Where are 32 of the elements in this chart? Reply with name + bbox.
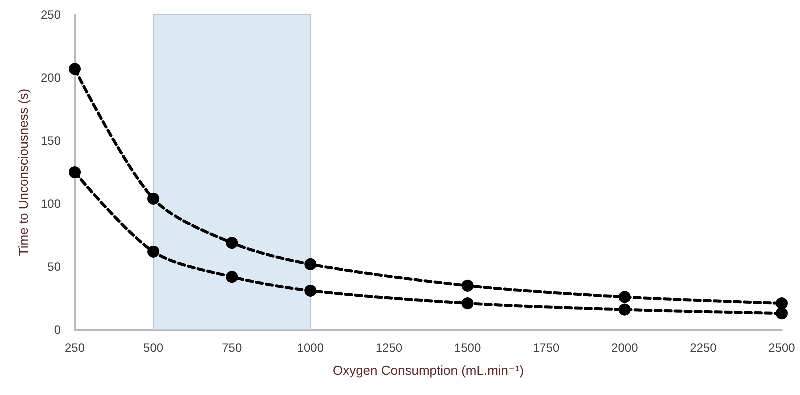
x-tick-label: 500 bbox=[144, 341, 164, 355]
y-tick-label: 200 bbox=[40, 71, 62, 85]
point bbox=[462, 280, 474, 292]
y-tick-label: 150 bbox=[40, 134, 62, 148]
point bbox=[226, 237, 238, 250]
x-axis-title: Oxygen Consumption (mL.min⁻¹) bbox=[332, 363, 524, 378]
x-tick-label: 250 bbox=[64, 341, 86, 355]
x-tick-label: 1500 bbox=[454, 341, 482, 355]
point bbox=[69, 166, 81, 178]
point bbox=[69, 63, 81, 76]
y-axis-title: Time to Unconsciousness (s) bbox=[16, 88, 32, 256]
x-tick-label: 1750 bbox=[532, 341, 560, 355]
point bbox=[148, 192, 160, 205]
y-tick-label: 100 bbox=[40, 197, 62, 211]
x-tick-label: 2500 bbox=[768, 341, 796, 355]
point bbox=[776, 298, 788, 310]
y-tick-label: 0 bbox=[54, 323, 62, 337]
x-tick-label: 1250 bbox=[376, 341, 403, 355]
x-tick-label: 2000 bbox=[612, 341, 639, 355]
point bbox=[148, 246, 160, 258]
x-tick-label: 1000 bbox=[297, 341, 324, 355]
point bbox=[776, 308, 788, 320]
point bbox=[462, 298, 474, 310]
y-tick-label: 50 bbox=[48, 260, 62, 274]
point bbox=[618, 291, 631, 304]
point bbox=[304, 258, 317, 270]
x-tick-label: 2250 bbox=[690, 341, 718, 355]
x-tick-label: 750 bbox=[222, 341, 242, 355]
y-tick-label: 250 bbox=[40, 8, 62, 22]
point bbox=[618, 304, 631, 316]
point bbox=[226, 271, 238, 284]
point bbox=[304, 284, 317, 297]
